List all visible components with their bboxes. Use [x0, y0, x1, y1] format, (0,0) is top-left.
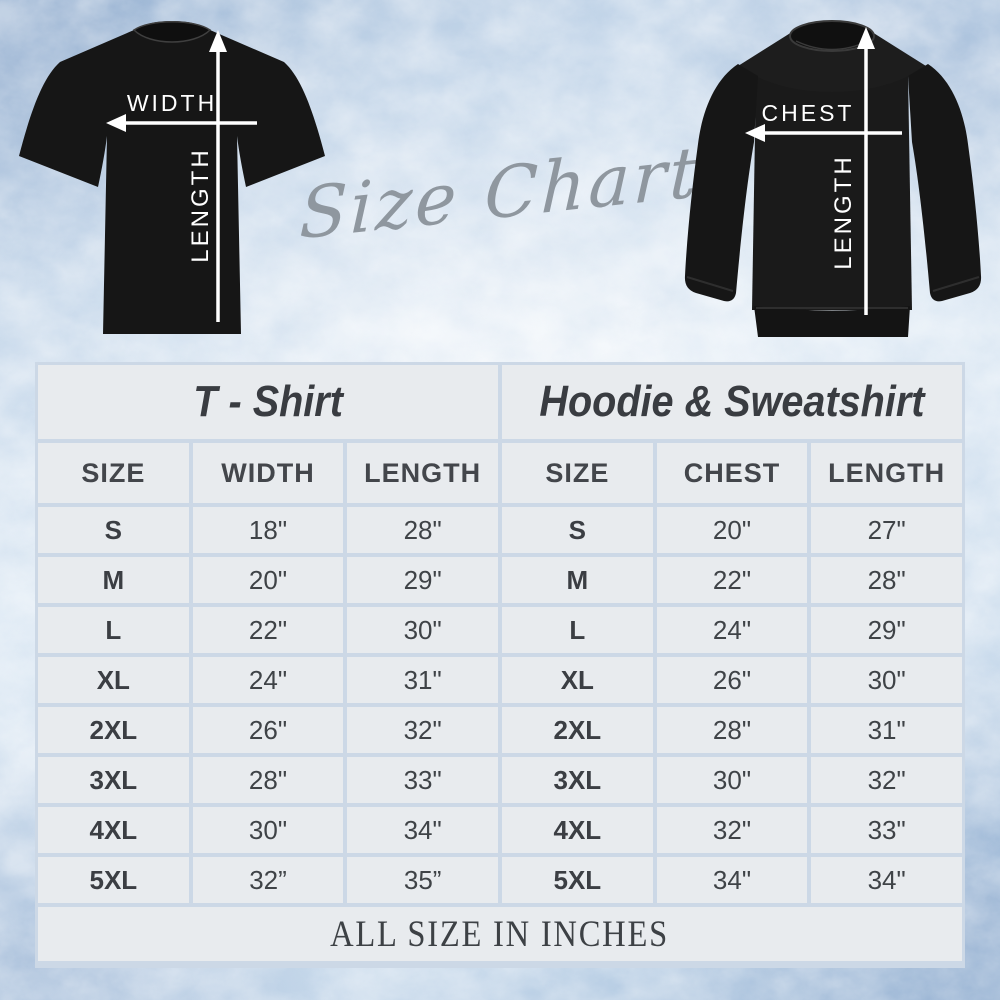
sweatshirt-silhouette: [684, 20, 982, 337]
table-cell: 20": [192, 557, 344, 603]
table-cell: 4XL: [38, 807, 189, 853]
table-cell: L: [502, 607, 653, 653]
table-cell: 35”: [347, 857, 498, 903]
table-cell: 3XL: [502, 757, 653, 803]
hoodie-col-length: LENGTH: [811, 443, 962, 503]
tshirt-width-label: WIDTH: [127, 90, 217, 116]
sweatshirt-collar: [789, 20, 875, 52]
table-cell: 22": [656, 557, 808, 603]
table-cell: 32": [656, 807, 808, 853]
tshirt-table-title: T - Shirt: [38, 365, 498, 439]
table-cell: 5XL: [502, 857, 653, 903]
tshirt-length-label: LENGTH: [187, 147, 214, 262]
chest-arrow: [745, 124, 902, 142]
sweatshirt-diagram: CHEST LENGTH: [672, 10, 994, 344]
tshirt-col-length: LENGTH: [347, 443, 498, 503]
table-cell: 22": [192, 607, 344, 653]
size-table: T - Shirt Hoodie & Sweatshirt SIZE WIDTH…: [35, 362, 965, 968]
table-cell: 2XL: [38, 707, 189, 753]
table-cell: 33": [811, 807, 962, 853]
table-cell: 3XL: [38, 757, 189, 803]
width-arrow: [106, 114, 257, 132]
table-cell: 2XL: [502, 707, 653, 753]
table-cell: 28": [192, 757, 344, 803]
hoodie-table-title: Hoodie & Sweatshirt: [502, 365, 962, 439]
table-cell: 5XL: [38, 857, 189, 903]
table-cell: 32": [347, 707, 498, 753]
table-cell: XL: [38, 657, 189, 703]
table-cell: 20": [656, 507, 808, 553]
length-arrow: [857, 27, 875, 315]
hoodie-col-size: SIZE: [502, 443, 653, 503]
table-cell: 32”: [192, 857, 344, 903]
table-cell: XL: [502, 657, 653, 703]
table-cell: 33": [347, 757, 498, 803]
tshirt-col-size: SIZE: [38, 443, 189, 503]
table-cell: 30": [656, 757, 808, 803]
table-cell: 30": [347, 607, 498, 653]
table-cell: 30": [811, 657, 962, 703]
table-cell: 24": [192, 657, 344, 703]
table-cell: 34": [811, 857, 962, 903]
table-cell: 28": [656, 707, 808, 753]
hoodie-col-chest: CHEST: [656, 443, 808, 503]
units-note: ALL SIZE IN INCHES: [38, 907, 962, 961]
table-cell: 28": [811, 557, 962, 603]
table-cell: 30": [192, 807, 344, 853]
tshirt-collar: [132, 21, 212, 43]
tshirt-diagram: WIDTH LENGTH: [6, 4, 328, 342]
table-cell: 31": [811, 707, 962, 753]
table-cell: 29": [347, 557, 498, 603]
table-cell: 34": [347, 807, 498, 853]
table-cell: 28": [347, 507, 498, 553]
table-cell: 4XL: [502, 807, 653, 853]
tshirt-silhouette: [19, 21, 325, 334]
sweatshirt-length-label: LENGTH: [830, 154, 857, 269]
tshirt-col-width: WIDTH: [192, 443, 344, 503]
sweatshirt-chest-label: CHEST: [762, 100, 855, 126]
table-cell: 34": [656, 857, 808, 903]
table-cell: S: [502, 507, 653, 553]
table-cell: 18": [192, 507, 344, 553]
table-cell: 32": [811, 757, 962, 803]
length-arrow: [209, 30, 227, 322]
table-cell: 26": [192, 707, 344, 753]
table-cell: 26": [656, 657, 808, 703]
table-cell: M: [502, 557, 653, 603]
table-cell: 27": [811, 507, 962, 553]
table-cell: L: [38, 607, 189, 653]
table-cell: 31": [347, 657, 498, 703]
table-cell: S: [38, 507, 189, 553]
table-cell: 24": [656, 607, 808, 653]
table-cell: M: [38, 557, 189, 603]
table-cell: 29": [811, 607, 962, 653]
